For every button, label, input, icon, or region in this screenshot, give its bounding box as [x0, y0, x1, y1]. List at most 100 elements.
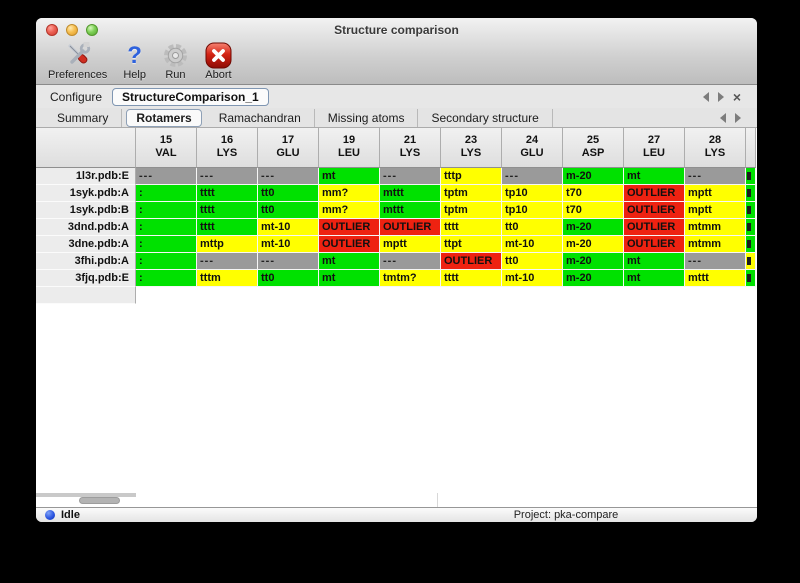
cell-1syk-pdb-b-17[interactable]: tt0 — [258, 202, 319, 219]
cell-1l3r-pdb-e-19[interactable]: mt — [319, 168, 380, 185]
toolbar-abort-button[interactable]: Abort — [205, 42, 232, 81]
configuration-tab[interactable]: StructureComparison_1 — [112, 87, 269, 106]
cell-3dnd-pdb-a-27[interactable]: OUTLIER — [624, 219, 685, 236]
column-header-27[interactable]: 27 LEU — [624, 128, 685, 168]
next-tab-icon[interactable] — [735, 112, 741, 123]
cell-3dne-pdb-a-16[interactable]: mttp — [197, 236, 258, 253]
cell-1l3r-pdb-e-25[interactable]: m-20 — [563, 168, 624, 185]
horizontal-scrollbar-thumb[interactable] — [79, 497, 120, 504]
cell-1syk-pdb-a-25[interactable]: t70 — [563, 185, 624, 202]
cell-3fhi-pdb-a-24[interactable]: tt0 — [502, 253, 563, 270]
cell-3fhi-pdb-a-16[interactable]: --- — [197, 253, 258, 270]
cell-3dne-pdb-a-28[interactable]: mtmm — [685, 236, 746, 253]
tab-missing-atoms[interactable]: Missing atoms — [315, 108, 419, 127]
cell-1l3r-pdb-e-21[interactable]: --- — [380, 168, 441, 185]
cell-1syk-pdb-b-19[interactable]: mm? — [319, 202, 380, 219]
cell-3dne-pdb-a-27[interactable]: OUTLIER — [624, 236, 685, 253]
cell-1syk-pdb-b-28[interactable]: mptt — [685, 202, 746, 219]
cell-1syk-pdb-a-17[interactable]: tt0 — [258, 185, 319, 202]
cell-3fjq-pdb-e-15[interactable]: : — [136, 270, 197, 287]
cell-3fjq-pdb-e-21[interactable]: tmtm? — [380, 270, 441, 287]
column-header-17[interactable]: 17 GLU — [258, 128, 319, 168]
cell-3dnd-pdb-a-24[interactable]: tt0 — [502, 219, 563, 236]
zoom-window-button[interactable] — [86, 24, 98, 36]
toolbar-preferences-button[interactable]: Preferences — [48, 42, 107, 81]
row-header-3dne-pdb-a[interactable]: 3dne.pdb:A — [36, 236, 136, 253]
tab-summary[interactable]: Summary — [44, 108, 123, 127]
cell-3dnd-pdb-a-25[interactable]: m-20 — [563, 219, 624, 236]
prev-configuration-icon[interactable] — [702, 91, 709, 102]
cell-1syk-pdb-a-19[interactable]: mm? — [319, 185, 380, 202]
cell-3fhi-pdb-a-23[interactable]: OUTLIER — [441, 253, 502, 270]
tab-secondary-structure[interactable]: Secondary structure — [418, 108, 553, 127]
cell-3dnd-pdb-a-23[interactable]: tttt — [441, 219, 502, 236]
cell-3fjq-pdb-e-27[interactable]: mt — [624, 270, 685, 287]
cell-1syk-pdb-b-21[interactable]: mttt — [380, 202, 441, 219]
cell-3fjq-pdb-e-28[interactable]: mttt — [685, 270, 746, 287]
cell-1l3r-pdb-e-24[interactable]: --- — [502, 168, 563, 185]
cell-1syk-pdb-b-23[interactable]: tptm — [441, 202, 502, 219]
cell-1syk-pdb-a-21[interactable]: mttt — [380, 185, 441, 202]
cell-1syk-pdb-a-27[interactable]: OUTLIER — [624, 185, 685, 202]
column-header-23[interactable]: 23 LYS — [441, 128, 502, 168]
cell-3dne-pdb-a-23[interactable]: ttpt — [441, 236, 502, 253]
column-header-25[interactable]: 25 ASP — [563, 128, 624, 168]
cell-3fjq-pdb-e-23[interactable]: tttt — [441, 270, 502, 287]
cell-3dne-pdb-a-21[interactable]: mptt — [380, 236, 441, 253]
cell-1l3r-pdb-e-27[interactable]: mt — [624, 168, 685, 185]
toolbar-help-button[interactable]: ? Help — [123, 42, 146, 81]
cell-3fhi-pdb-a-28[interactable]: --- — [685, 253, 746, 270]
row-header-1l3r-pdb-e[interactable]: 1l3r.pdb:E — [36, 168, 136, 185]
cell-1syk-pdb-a-28[interactable]: mptt — [685, 185, 746, 202]
row-header-1syk-pdb-a[interactable]: 1syk.pdb:A — [36, 185, 136, 202]
next-configuration-icon[interactable] — [717, 91, 724, 102]
cell-3fhi-pdb-a-25[interactable]: m-20 — [563, 253, 624, 270]
toolbar-run-button[interactable]: Run — [162, 42, 189, 81]
cell-1syk-pdb-b-25[interactable]: t70 — [563, 202, 624, 219]
cell-3fjq-pdb-e-24[interactable]: mt-10 — [502, 270, 563, 287]
cell-3dne-pdb-a-17[interactable]: mt-10 — [258, 236, 319, 253]
column-header-21[interactable]: 21 LYS — [380, 128, 441, 168]
column-header-24[interactable]: 24 GLU — [502, 128, 563, 168]
cell-1syk-pdb-b-15[interactable]: : — [136, 202, 197, 219]
close-configuration-icon[interactable]: × — [732, 88, 741, 105]
cell-3dnd-pdb-a-17[interactable]: mt-10 — [258, 219, 319, 236]
column-header-19[interactable]: 19 LEU — [319, 128, 380, 168]
cell-3dnd-pdb-a-16[interactable]: tttt — [197, 219, 258, 236]
cell-3dnd-pdb-a-19[interactable]: OUTLIER — [319, 219, 380, 236]
row-header-3dnd-pdb-a[interactable]: 3dnd.pdb:A — [36, 219, 136, 236]
row-header-3fhi-pdb-a[interactable]: 3fhi.pdb:A — [36, 253, 136, 270]
cell-3fjq-pdb-e-25[interactable]: m-20 — [563, 270, 624, 287]
cell-1syk-pdb-a-15[interactable]: : — [136, 185, 197, 202]
cell-1l3r-pdb-e-17[interactable]: --- — [258, 168, 319, 185]
column-header-16[interactable]: 16 LYS — [197, 128, 258, 168]
cell-3dnd-pdb-a-15[interactable]: : — [136, 219, 197, 236]
cell-3fhi-pdb-a-27[interactable]: mt — [624, 253, 685, 270]
prev-tab-icon[interactable] — [720, 112, 726, 123]
horizontal-scrollbar[interactable] — [36, 493, 757, 507]
row-header-3fjq-pdb-e[interactable]: 3fjq.pdb:E — [36, 270, 136, 287]
cell-3fhi-pdb-a-19[interactable]: mt — [319, 253, 380, 270]
cell-3dne-pdb-a-15[interactable]: : — [136, 236, 197, 253]
cell-1l3r-pdb-e-23[interactable]: tttp — [441, 168, 502, 185]
row-header-1syk-pdb-b[interactable]: 1syk.pdb:B — [36, 202, 136, 219]
minimize-window-button[interactable] — [66, 24, 78, 36]
cell-3fhi-pdb-a-21[interactable]: --- — [380, 253, 441, 270]
column-header-15[interactable]: 15 VAL — [136, 128, 197, 168]
cell-1syk-pdb-b-24[interactable]: tp10 — [502, 202, 563, 219]
cell-3fjq-pdb-e-17[interactable]: tt0 — [258, 270, 319, 287]
cell-1l3r-pdb-e-15[interactable]: --- — [136, 168, 197, 185]
cell-1syk-pdb-a-24[interactable]: tp10 — [502, 185, 563, 202]
cell-1l3r-pdb-e-16[interactable]: --- — [197, 168, 258, 185]
cell-3dne-pdb-a-25[interactable]: m-20 — [563, 236, 624, 253]
cell-1l3r-pdb-e-28[interactable]: --- — [685, 168, 746, 185]
cell-1syk-pdb-b-16[interactable]: tttt — [197, 202, 258, 219]
cell-3dne-pdb-a-19[interactable]: OUTLIER — [319, 236, 380, 253]
tab-rotamers[interactable]: Rotamers — [126, 108, 202, 127]
cell-3dnd-pdb-a-21[interactable]: OUTLIER — [380, 219, 441, 236]
cell-3fhi-pdb-a-17[interactable]: --- — [258, 253, 319, 270]
cell-1syk-pdb-a-23[interactable]: tptm — [441, 185, 502, 202]
cell-3fjq-pdb-e-16[interactable]: tttm — [197, 270, 258, 287]
cell-1syk-pdb-a-16[interactable]: tttt — [197, 185, 258, 202]
cell-1syk-pdb-b-27[interactable]: OUTLIER — [624, 202, 685, 219]
